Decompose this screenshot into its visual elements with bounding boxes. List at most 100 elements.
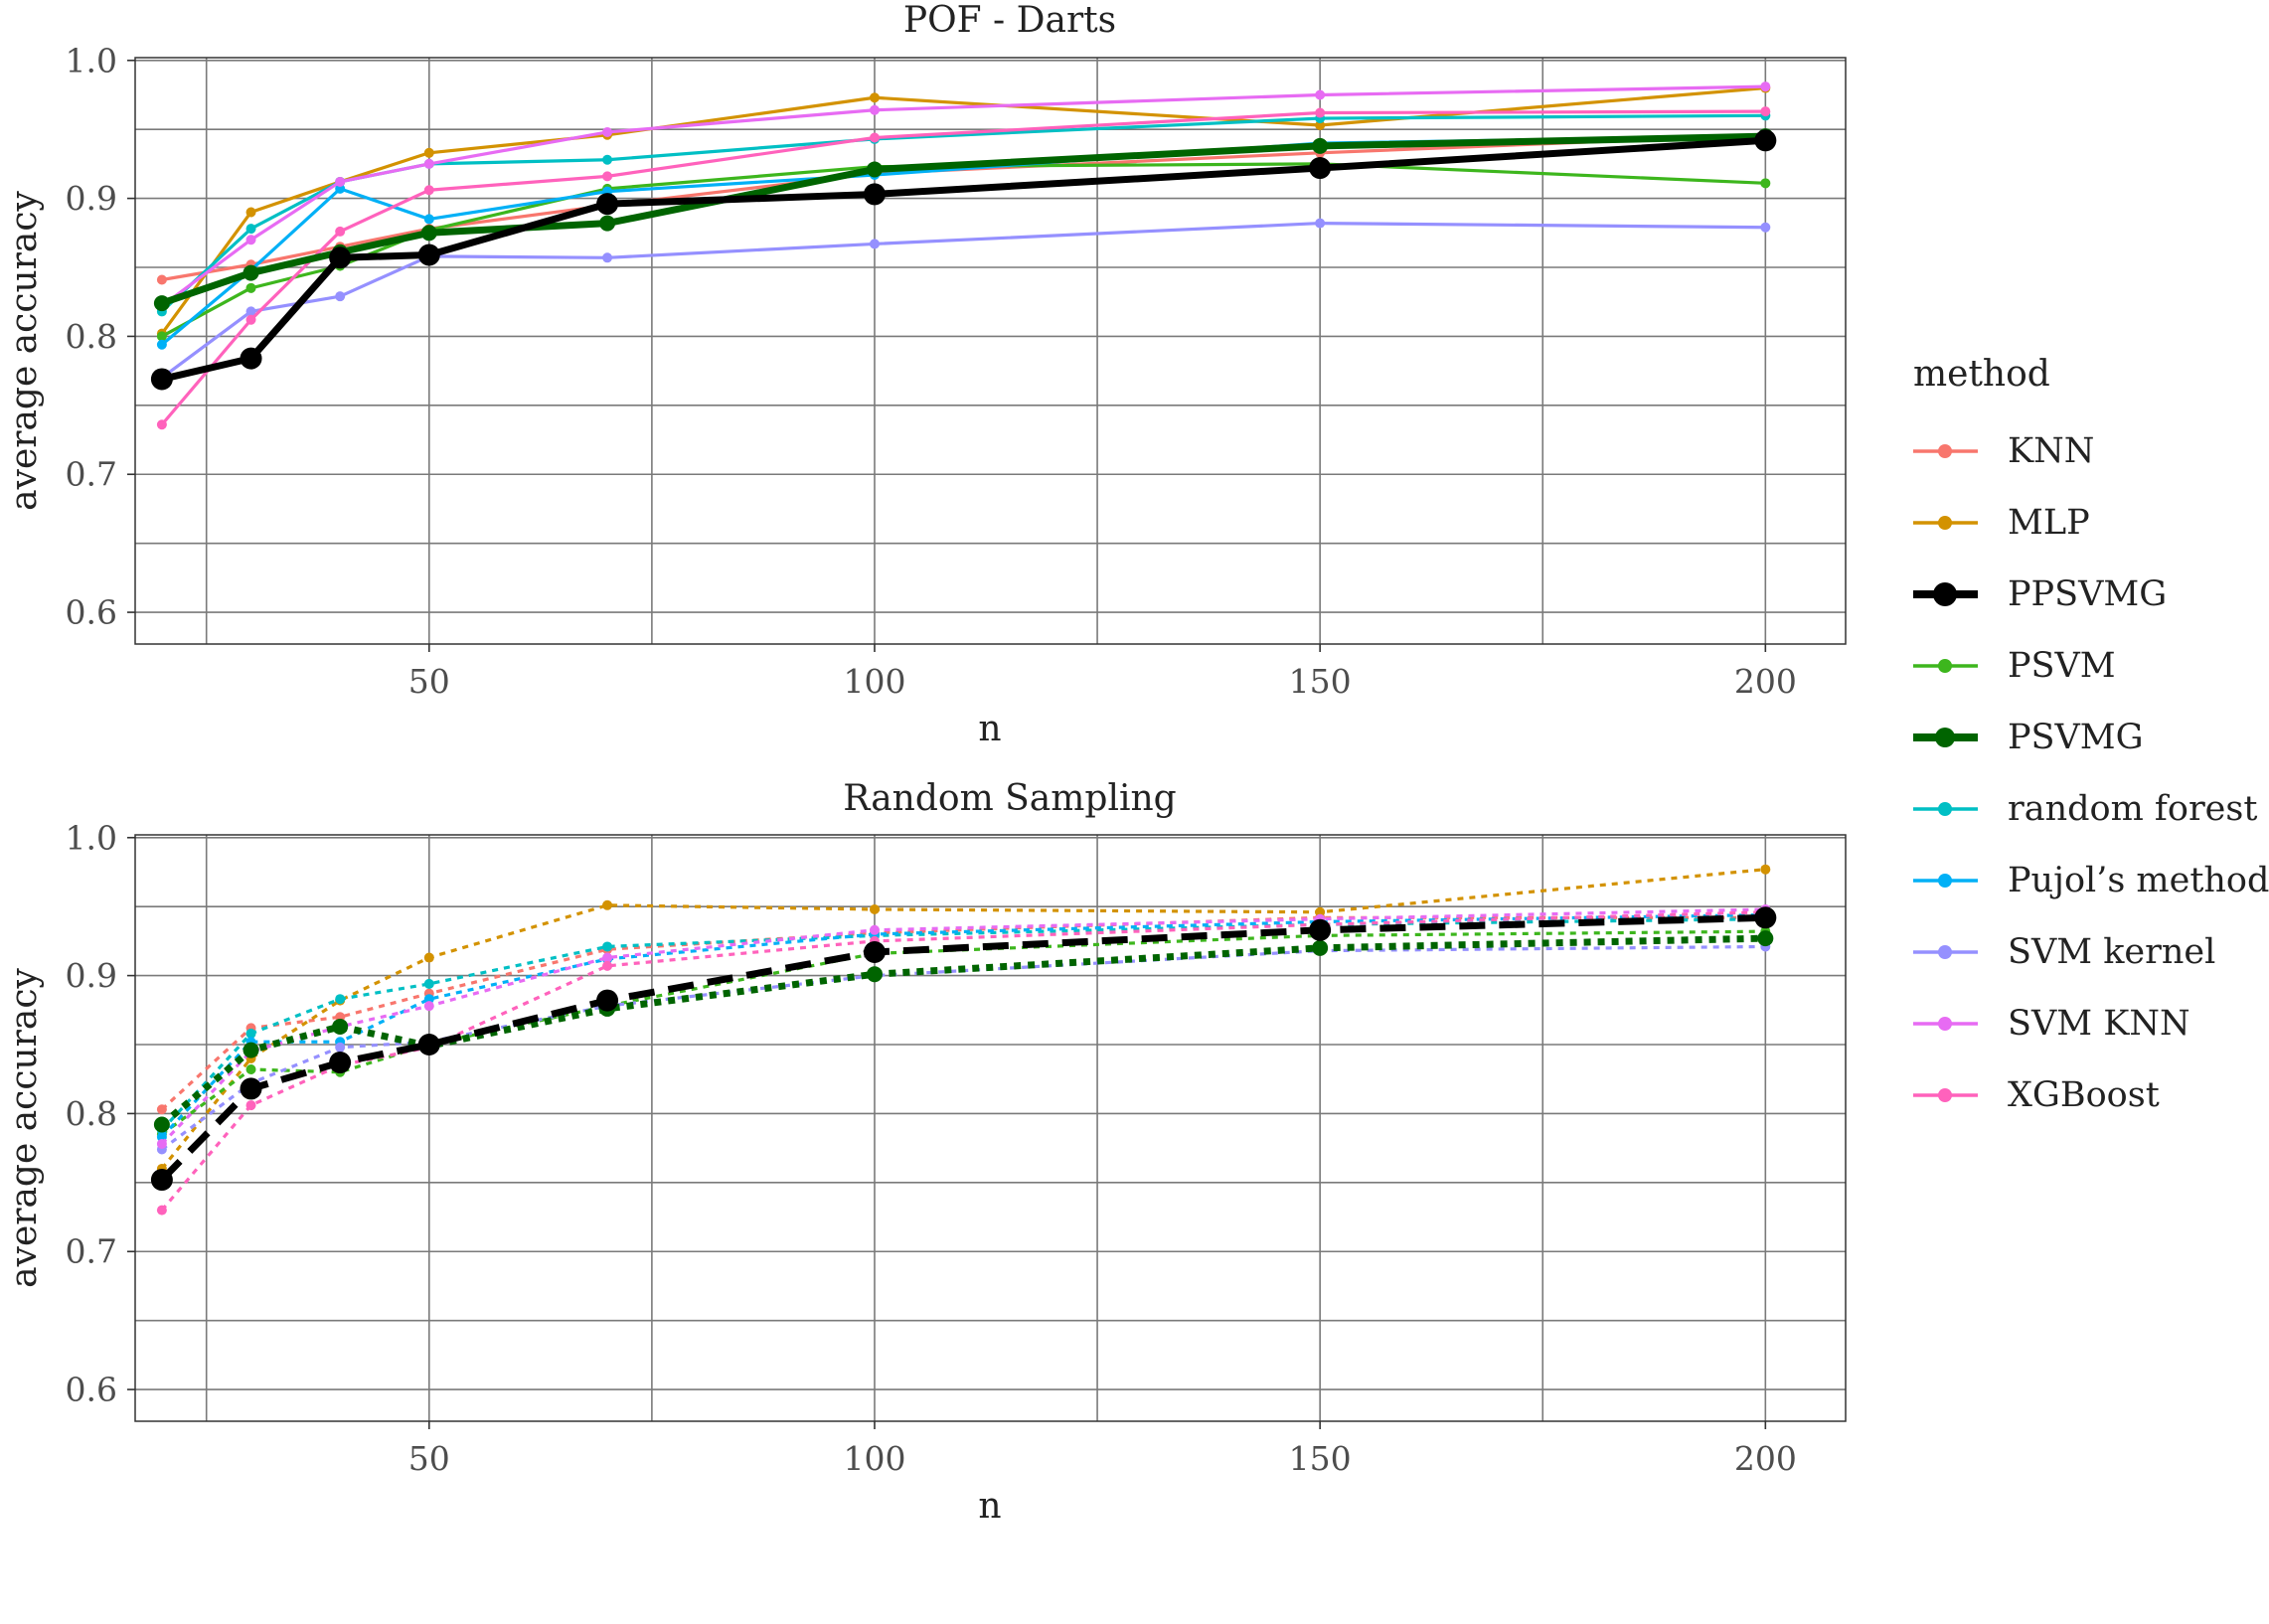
- data-point-mlp: [423, 147, 434, 158]
- legend-key-random-forest: [1913, 802, 1978, 816]
- legend-key-xgboost: [1913, 1088, 1978, 1102]
- x-tick-label: 50: [408, 1439, 450, 1478]
- y-tick-label: 0.8: [66, 317, 117, 356]
- legend-label-random-forest: random forest: [2008, 789, 2257, 829]
- data-point-svm-knn: [602, 952, 613, 963]
- panel-border: [134, 834, 1847, 1422]
- series-line-ppsvmg: [159, 913, 1766, 1183]
- y-tick-label: 0.7: [66, 455, 117, 494]
- legend-label-psvmg: PSVMG: [2008, 718, 2144, 757]
- data-point-random-forest: [423, 978, 434, 989]
- x-tick-label: 100: [843, 1439, 905, 1478]
- legend-key-point: [1938, 1017, 1952, 1031]
- data-point-pujol-s-method: [423, 994, 434, 1005]
- grid: [127, 835, 1846, 1429]
- data-point-svm-kernel: [869, 239, 880, 249]
- x-tick-label: 200: [1734, 662, 1797, 701]
- legend-key-pujol-s-method: [1913, 874, 1978, 888]
- data-point-ppsvmg: [1309, 157, 1332, 180]
- legend-title: method: [1913, 354, 2050, 395]
- legend-key-point: [1938, 659, 1952, 673]
- data-point-svm-knn: [869, 104, 880, 115]
- legend-key-point: [1938, 802, 1952, 816]
- panel-border: [134, 57, 1847, 645]
- data-point-psvm: [245, 1064, 256, 1074]
- grid: [127, 58, 1846, 652]
- data-point-ppsvmg: [240, 347, 262, 370]
- y-tick-label: 1.0: [66, 818, 117, 857]
- data-point-random-forest: [602, 941, 613, 952]
- data-point-xgboost: [245, 314, 256, 325]
- series-psvmg: [153, 930, 1774, 1133]
- data-point-random-forest: [245, 1028, 256, 1039]
- series-line-knn: [161, 133, 1766, 282]
- data-point-svm-knn: [335, 176, 346, 187]
- data-point-xgboost: [156, 419, 167, 430]
- y-tick-label: 0.9: [66, 956, 117, 995]
- data-point-mlp: [869, 92, 880, 103]
- series-line-pujol-s-method: [160, 912, 1766, 1139]
- data-point-xgboost: [869, 132, 880, 143]
- x-tick-label: 150: [1289, 1439, 1352, 1478]
- data-point-svm-kernel: [602, 252, 613, 263]
- x-axis-ticks: 50 100 150 200: [408, 1439, 1797, 1478]
- data-point-xgboost: [335, 226, 346, 237]
- y-axis-ticks: 0.6 0.7 0.8 0.9 1.0: [66, 41, 117, 631]
- data-point-xgboost: [156, 1205, 167, 1216]
- data-point-mlp: [869, 903, 880, 914]
- series-layer: [150, 81, 1777, 430]
- panel-title: POF - Darts: [903, 0, 1116, 41]
- legend-key-psvmg: [1913, 728, 1978, 747]
- data-point-psvmg: [1312, 137, 1329, 154]
- data-point-pujol-s-method: [335, 183, 346, 194]
- panel-random-sampling: Random Sampling 0.6 0.7 0.8 0.9 1.0 50 1…: [4, 778, 1847, 1527]
- data-point-xgboost: [1760, 106, 1771, 117]
- data-point-ppsvmg: [1754, 906, 1777, 929]
- x-tick-label: 100: [843, 662, 905, 701]
- legend-label-svm-kernel: SVM kernel: [2008, 932, 2215, 972]
- legend-key-point: [1938, 945, 1952, 959]
- data-point-psvmg: [332, 1018, 349, 1035]
- legend-keys: [1913, 444, 1978, 1102]
- series-line-ppsvmg: [161, 136, 1766, 383]
- data-point-svm-knn: [156, 1138, 167, 1149]
- data-point-ppsvmg: [863, 183, 886, 206]
- x-axis-title: n: [978, 1486, 1001, 1527]
- data-point-svm-knn: [602, 126, 613, 137]
- data-point-psvmg: [420, 225, 437, 242]
- y-axis-title: average accuracy: [4, 190, 45, 510]
- x-tick-label: 200: [1734, 1439, 1797, 1478]
- data-point-ppsvmg: [863, 941, 886, 963]
- series-ppsvmg: [150, 906, 1777, 1192]
- y-axis-title: average accuracy: [4, 967, 45, 1287]
- data-point-mlp: [423, 952, 434, 963]
- data-point-ppsvmg: [329, 246, 352, 269]
- data-point-ppsvmg: [417, 1034, 440, 1056]
- legend-key-svm-kernel: [1913, 945, 1978, 959]
- y-tick-label: 0.6: [66, 1371, 117, 1409]
- data-point-xgboost: [423, 185, 434, 196]
- data-point-ppsvmg: [1309, 918, 1332, 941]
- data-point-pujol-s-method: [156, 339, 167, 350]
- series-line-psvmg: [159, 934, 1766, 1128]
- legend-key-point: [1935, 728, 1955, 747]
- data-point-psvmg: [153, 1116, 170, 1133]
- data-point-psvmg: [1757, 930, 1774, 947]
- data-point-svm-knn: [423, 1001, 434, 1012]
- data-point-svm-knn: [1315, 89, 1326, 100]
- series-line-mlp: [160, 868, 1766, 1170]
- legend-key-mlp: [1913, 516, 1978, 530]
- series-layer: [150, 864, 1777, 1216]
- data-point-mlp: [602, 899, 613, 910]
- series-line-svm-kernel: [160, 221, 1766, 380]
- data-point-mlp: [1315, 120, 1326, 131]
- x-tick-label: 150: [1289, 662, 1352, 701]
- panel-pof-darts: POF - Darts 0.6 0.7 0.8 0.9 1.0 50 100 1…: [4, 0, 1847, 749]
- y-axis-ticks: 0.6 0.7 0.8 0.9 1.0: [66, 818, 117, 1408]
- legend-label-knn: KNN: [2008, 431, 2094, 471]
- data-point-knn: [156, 274, 167, 285]
- legend-key-point: [1938, 1088, 1952, 1102]
- data-point-svm-knn: [1760, 81, 1771, 92]
- data-point-random-forest: [245, 224, 256, 235]
- legend-key-svm-knn: [1913, 1017, 1978, 1031]
